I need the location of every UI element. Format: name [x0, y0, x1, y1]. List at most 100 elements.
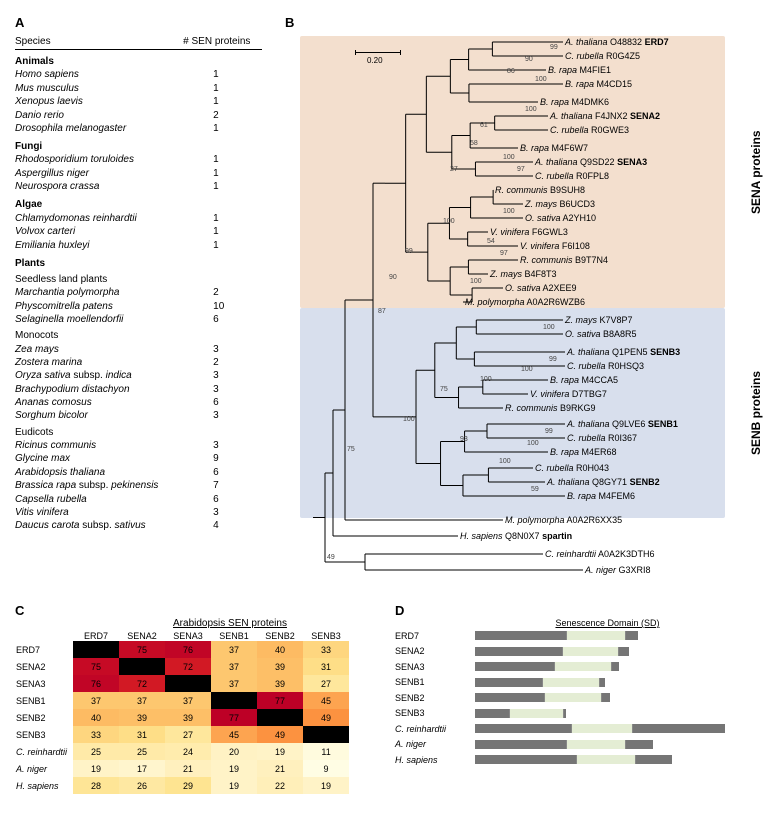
scale-value: 0.20 — [367, 56, 383, 65]
species-name: Drosophila melanogaster — [15, 122, 183, 135]
heat-cell: 28 — [73, 777, 119, 794]
tree-leaf: C. rubella R0FPL8 — [535, 171, 609, 181]
species-count: 3 — [183, 369, 262, 382]
scale-bar — [355, 52, 401, 53]
clade-label: SENB proteins — [749, 308, 763, 518]
domain-label: A. niger — [395, 739, 475, 749]
domain-row: SENB2 — [395, 690, 765, 706]
domain-bar — [475, 724, 725, 733]
species-name: Selaginella moellendorfii — [15, 313, 183, 326]
heat-cell: 39 — [257, 675, 303, 692]
bootstrap-value: 100 — [521, 366, 533, 373]
heat-cell: 45 — [211, 726, 257, 743]
domain-row: A. niger — [395, 737, 765, 753]
species-count: 1 — [183, 95, 262, 108]
species-name: Zostera marina — [15, 356, 183, 369]
heat-cell: 76 — [73, 675, 119, 692]
species-count: 1 — [183, 82, 262, 95]
tree-leaf: C. rubella R0I367 — [567, 433, 637, 443]
group-head: Fungi — [15, 135, 262, 153]
heat-col: ERD7 — [73, 631, 119, 641]
heat-cell: 77 — [211, 709, 257, 726]
heat-cell: 31 — [303, 658, 349, 675]
tree-leaf: M. polymorpha A0A2R6WZB6 — [465, 297, 585, 307]
heat-cell: 37 — [211, 641, 257, 658]
bootstrap-value: 75 — [440, 386, 448, 393]
tree-leaf: V. vinifera D7TBG7 — [530, 389, 607, 399]
heat-cell: 39 — [257, 658, 303, 675]
species-name: Marchantia polymorpha — [15, 286, 183, 299]
tree-leaf: A. niger G3XRI8 — [585, 565, 651, 575]
heat-cell: 19 — [211, 777, 257, 794]
domain-row: SENB1 — [395, 675, 765, 691]
species-name: Brassica rapa subsp. pekinensis — [15, 479, 183, 492]
species-name: Daucus carota subsp. sativus — [15, 519, 183, 532]
heat-cell: 19 — [303, 777, 349, 794]
domain-row: SENA3 — [395, 659, 765, 675]
species-name: Rhodosporidium toruloides — [15, 153, 183, 166]
heat-cell: 37 — [211, 675, 257, 692]
species-name: Oryza sativa subsp. indica — [15, 369, 183, 382]
bootstrap-value: 90 — [525, 56, 533, 63]
heat-cell: 37 — [165, 692, 211, 709]
heat-cell: 21 — [257, 760, 303, 777]
tree-leaf: O. sativa A2YH10 — [525, 213, 596, 223]
species-name: Neurospora crassa — [15, 180, 183, 193]
heat-cell: 26 — [119, 777, 165, 794]
heat-cell: 20 — [211, 743, 257, 760]
tree-leaf: R. communis B9RKG9 — [505, 403, 596, 413]
species-count: 6 — [183, 492, 262, 505]
heat-cell: 27 — [303, 675, 349, 692]
tree-leaf: B. rapa M4F6W7 — [520, 143, 588, 153]
heat-cell: 39 — [165, 709, 211, 726]
heat-cell: 11 — [303, 743, 349, 760]
heat-row-label: SENB3 — [15, 726, 73, 743]
bootstrap-value: 49 — [327, 554, 335, 561]
species-name: Ricinus communis — [15, 439, 183, 452]
domain-label: ERD7 — [395, 631, 475, 641]
panel-a: A Species # SEN proteins AnimalsHomo sap… — [15, 15, 285, 595]
species-count: 3 — [183, 383, 262, 396]
bootstrap-value: 27 — [450, 166, 458, 173]
species-name: Sorghum bicolor — [15, 409, 183, 422]
domain-bar — [475, 755, 725, 764]
tree-leaf: B. rapa M4DMK6 — [540, 97, 609, 107]
heat-cell: 40 — [257, 641, 303, 658]
species-name: Glycine max — [15, 452, 183, 465]
domain-label: C. reinhardtii — [395, 724, 475, 734]
species-count: 3 — [183, 342, 262, 355]
heat-col: SENB2 — [257, 631, 303, 641]
heat-cell: 45 — [303, 692, 349, 709]
heat-row-label: SENB1 — [15, 692, 73, 709]
identity-heatmap: ERD7SENA2SENA3SENB1SENB2SENB3ERD77576374… — [15, 631, 349, 794]
domain-row: H. sapiens — [395, 752, 765, 768]
heat-cell: 37 — [73, 692, 119, 709]
group-head: Algae — [15, 193, 262, 211]
heat-col: SENA2 — [119, 631, 165, 641]
subgroup-head: Eudicots — [15, 423, 262, 439]
heat-cell: 40 — [73, 709, 119, 726]
bootstrap-value: 100 — [527, 440, 539, 447]
bootstrap-value: 99 — [545, 428, 553, 435]
species-count: 2 — [183, 108, 262, 121]
heat-col: SENB3 — [303, 631, 349, 641]
heat-cell: 39 — [119, 709, 165, 726]
tree-leaf: O. sativa A2XEE9 — [505, 283, 577, 293]
species-name: Homo sapiens — [15, 68, 183, 81]
bootstrap-value: 97 — [517, 166, 525, 173]
bootstrap-value: 99 — [405, 248, 413, 255]
domain-bar — [475, 631, 725, 640]
tree-leaf: B. rapa M4CCA5 — [550, 375, 618, 385]
bootstrap-value: 100 — [470, 278, 482, 285]
domain-label: H. sapiens — [395, 755, 475, 765]
heat-cell: 19 — [73, 760, 119, 777]
bootstrap-value: 86 — [507, 68, 515, 75]
heat-cell — [257, 709, 303, 726]
tree-leaf: A. thaliana Q1PEN5 SENB3 — [567, 347, 680, 357]
species-count: 6 — [183, 396, 262, 409]
heat-cell: 25 — [73, 743, 119, 760]
domain-label: SENA2 — [395, 646, 475, 656]
species-name: Physcomitrella patens — [15, 299, 183, 312]
tree-leaf: C. reinhardtii A0A2K3DTH6 — [545, 549, 655, 559]
bootstrap-value: 93 — [460, 436, 468, 443]
